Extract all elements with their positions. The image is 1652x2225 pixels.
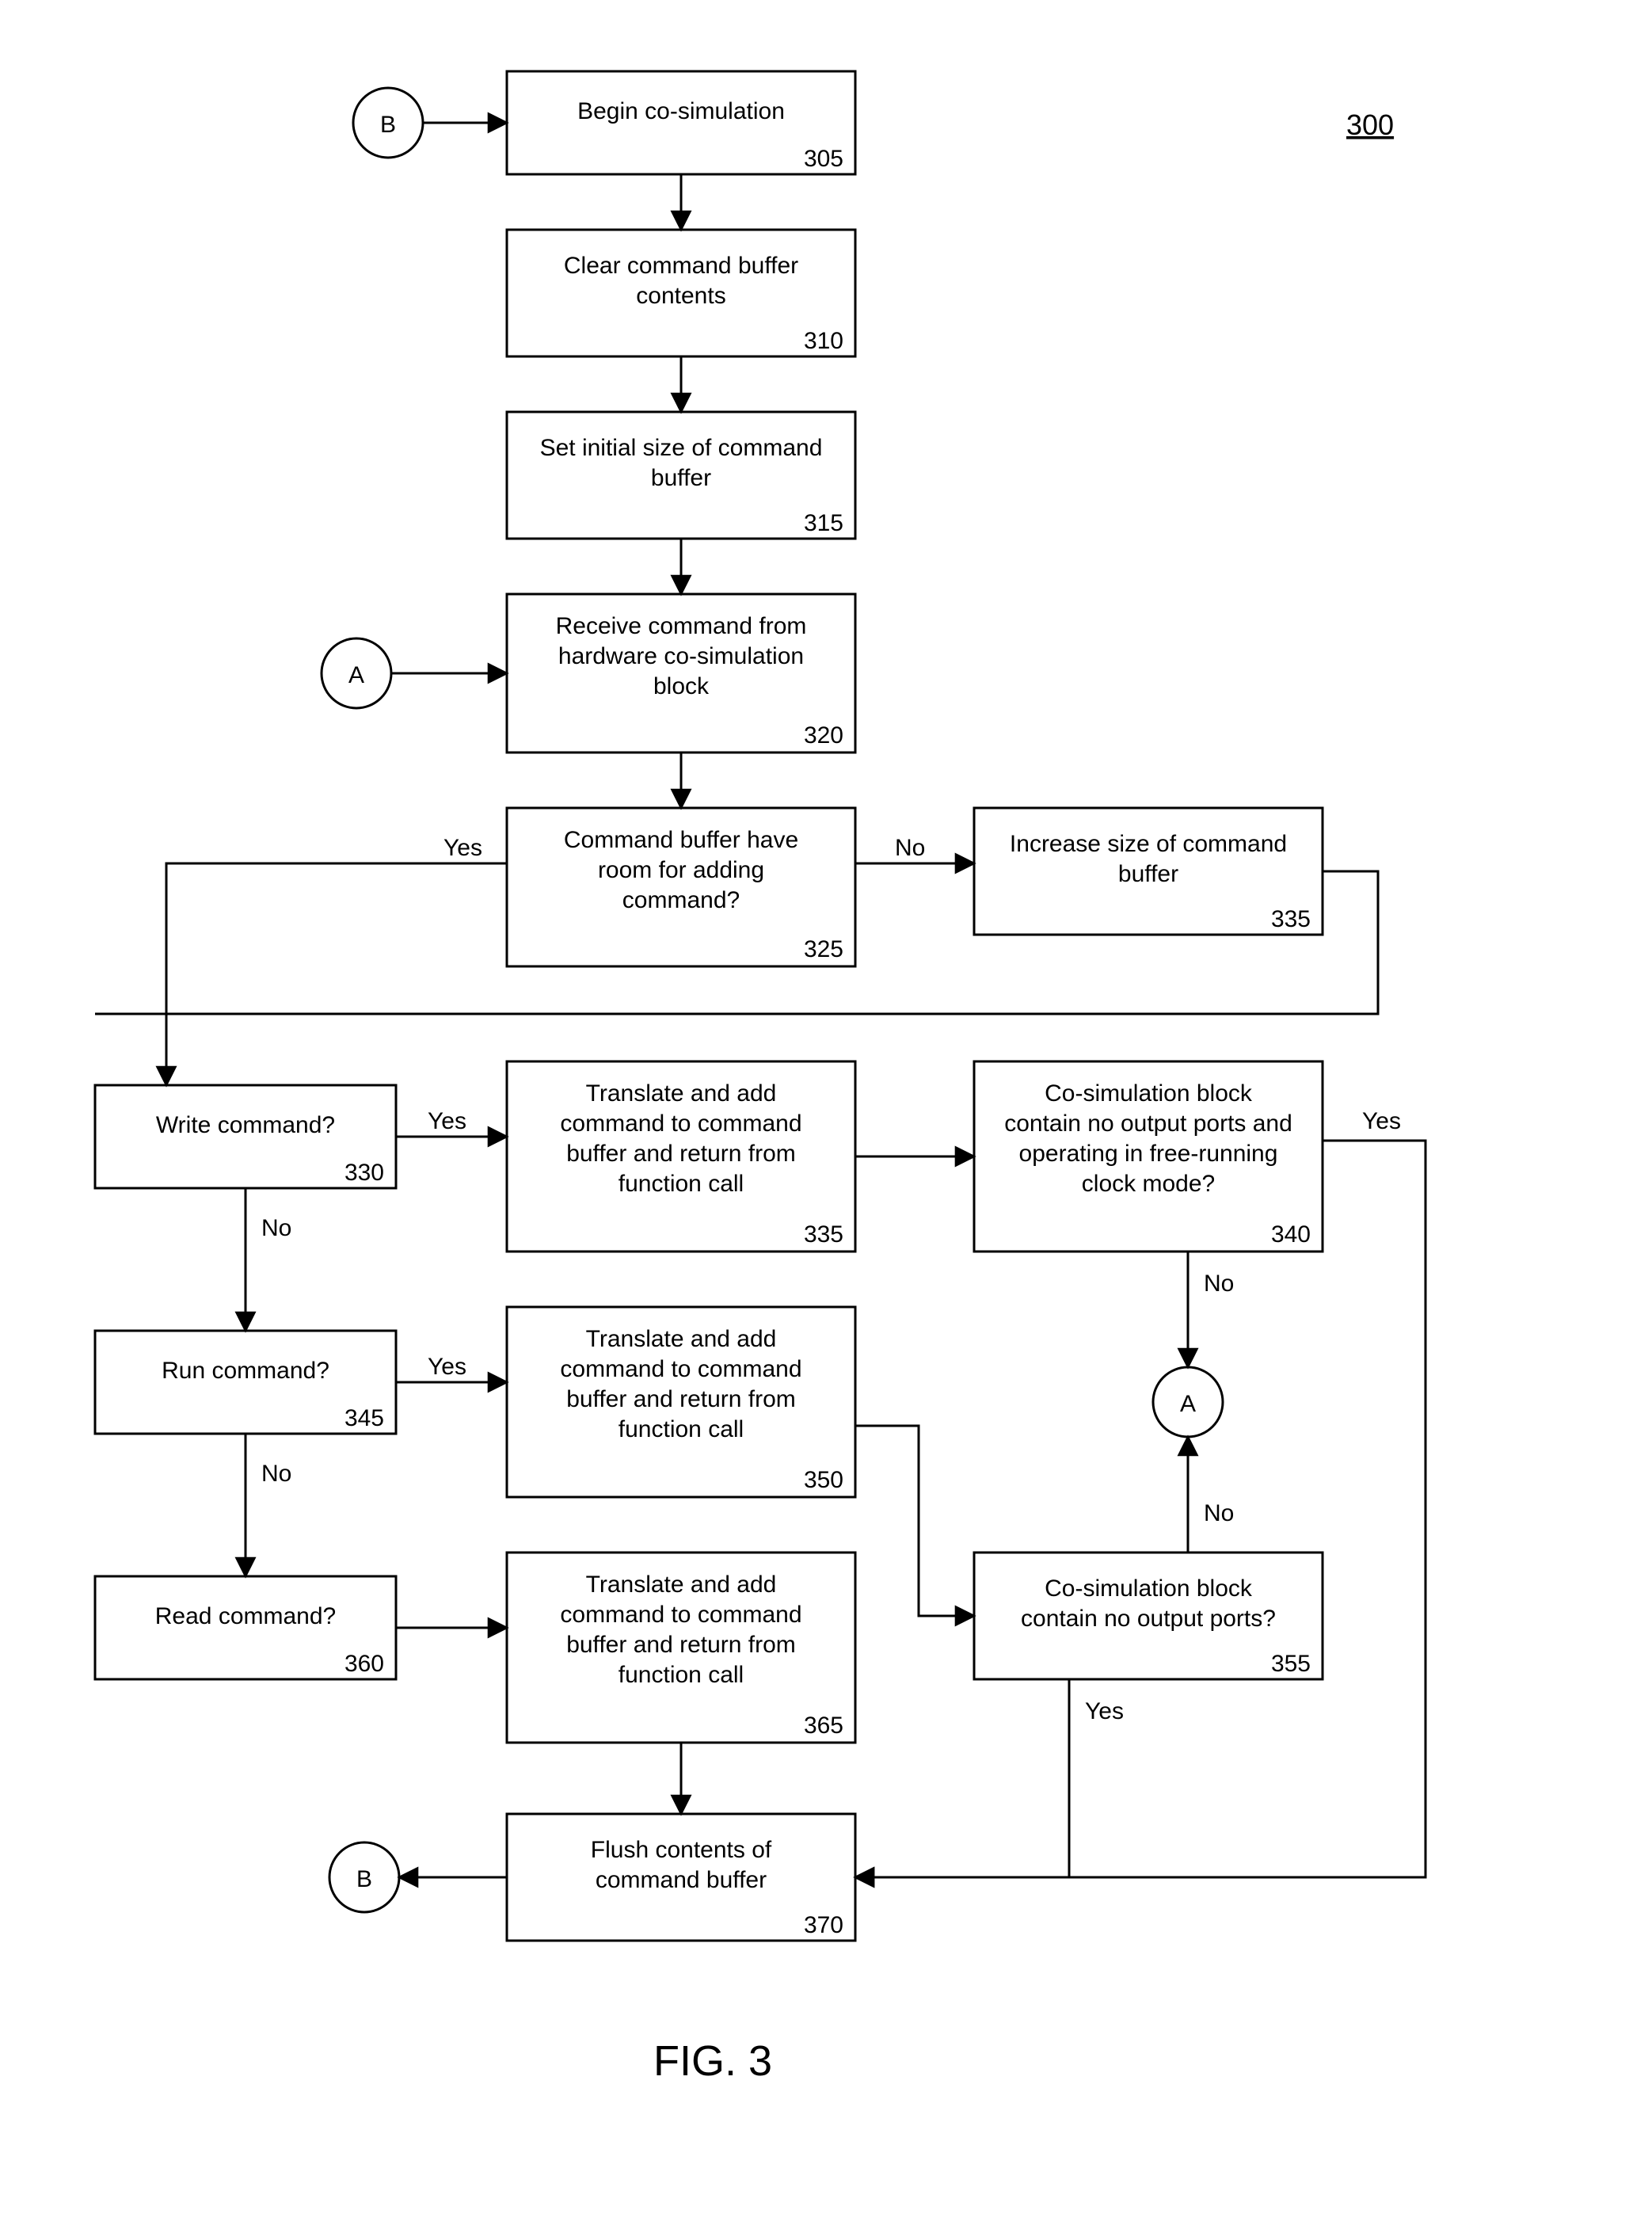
svg-text:315: 315 — [804, 510, 843, 536]
connector-b-bottom: B — [329, 1842, 399, 1912]
svg-text:contain no output ports and: contain no output ports and — [1004, 1111, 1292, 1137]
svg-text:Begin co-simulation: Begin co-simulation — [577, 98, 785, 124]
edge-355-370 — [855, 1679, 1069, 1877]
svg-text:355: 355 — [1271, 1651, 1311, 1677]
svg-text:buffer and return from: buffer and return from — [566, 1141, 796, 1167]
node-305: Begin co-simulation 305 — [507, 71, 855, 174]
svg-text:320: 320 — [804, 722, 843, 749]
svg-text:340: 340 — [1271, 1221, 1311, 1248]
flowchart-fig3: 300 Begin co-simulation 305 Clear comman… — [0, 0, 1652, 2225]
node-365: Translate and add command to command buf… — [507, 1553, 855, 1743]
svg-text:Co-simulation block: Co-simulation block — [1045, 1080, 1253, 1107]
node-340: Co-simulation block contain no output po… — [974, 1061, 1323, 1252]
svg-text:buffer and return from: buffer and return from — [566, 1632, 796, 1658]
svg-text:330: 330 — [344, 1160, 384, 1186]
node-345: Run command? 345 — [95, 1331, 396, 1434]
svg-text:block: block — [653, 673, 710, 699]
svg-text:function call: function call — [619, 1416, 744, 1442]
svg-text:clock mode?: clock mode? — [1082, 1171, 1215, 1197]
svg-text:buffer: buffer — [1118, 861, 1178, 887]
svg-text:buffer: buffer — [651, 465, 711, 491]
svg-text:Run command?: Run command? — [162, 1358, 329, 1384]
label-355-yes: Yes — [1085, 1698, 1124, 1724]
node-335-increase: Increase size of command buffer 335 — [974, 808, 1323, 935]
connector-a-right: A — [1153, 1367, 1223, 1437]
svg-text:365: 365 — [804, 1713, 843, 1739]
svg-text:Translate and add: Translate and add — [586, 1572, 777, 1598]
node-310: Clear command buffer contents 310 — [507, 230, 855, 356]
edge-350-355 — [855, 1426, 974, 1616]
svg-text:command?: command? — [622, 887, 740, 913]
node-325: Command buffer have room for adding comm… — [507, 808, 855, 966]
svg-text:350: 350 — [804, 1467, 843, 1493]
svg-text:A: A — [348, 662, 364, 688]
label-340-yes: Yes — [1362, 1108, 1401, 1134]
svg-text:Command buffer have: Command buffer have — [564, 827, 798, 853]
label-345-yes: Yes — [428, 1354, 466, 1380]
svg-text:operating in free-running: operating in free-running — [1019, 1141, 1278, 1167]
node-315: Set initial size of command buffer 315 — [507, 412, 855, 539]
label-340-no: No — [1204, 1271, 1234, 1297]
svg-text:310: 310 — [804, 328, 843, 354]
figure-caption: FIG. 3 — [653, 2037, 772, 2085]
label-355-no: No — [1204, 1500, 1234, 1526]
label-330-yes: Yes — [428, 1108, 466, 1134]
edge-325-yes — [166, 863, 507, 1014]
svg-text:360: 360 — [344, 1651, 384, 1677]
svg-text:buffer and return from: buffer and return from — [566, 1386, 796, 1412]
svg-text:Co-simulation block: Co-simulation block — [1045, 1575, 1253, 1602]
label-325-no: No — [895, 835, 925, 861]
svg-text:A: A — [1180, 1391, 1196, 1417]
node-370: Flush contents of command buffer 370 — [507, 1814, 855, 1941]
svg-text:Clear command buffer: Clear command buffer — [564, 253, 798, 279]
svg-text:contents: contents — [636, 283, 725, 309]
svg-text:Increase size of command: Increase size of command — [1010, 831, 1287, 857]
svg-text:command to command: command to command — [560, 1602, 801, 1628]
node-355: Co-simulation block contain no output po… — [974, 1553, 1323, 1679]
svg-text:function call: function call — [619, 1662, 744, 1688]
svg-text:room for adding: room for adding — [598, 857, 764, 883]
svg-text:325: 325 — [804, 936, 843, 962]
node-330: Write command? 330 — [95, 1085, 396, 1188]
svg-text:hardware co-simulation: hardware co-simulation — [558, 643, 804, 669]
svg-text:contain no output ports?: contain no output ports? — [1021, 1606, 1276, 1632]
connector-a-left: A — [322, 638, 391, 708]
svg-text:Translate and add: Translate and add — [586, 1080, 777, 1107]
svg-text:Write command?: Write command? — [156, 1112, 335, 1138]
svg-text:B: B — [380, 112, 396, 138]
svg-text:Translate and add: Translate and add — [586, 1326, 777, 1352]
label-325-yes: Yes — [443, 835, 482, 861]
label-345-no: No — [261, 1461, 291, 1487]
node-335-translate: Translate and add command to command buf… — [507, 1061, 855, 1252]
svg-text:Read command?: Read command? — [155, 1603, 336, 1629]
label-330-no: No — [261, 1215, 291, 1241]
svg-text:command to command: command to command — [560, 1111, 801, 1137]
svg-text:command buffer: command buffer — [596, 1867, 767, 1893]
svg-text:345: 345 — [344, 1405, 384, 1431]
svg-text:370: 370 — [804, 1912, 843, 1938]
node-350: Translate and add command to command buf… — [507, 1307, 855, 1497]
svg-text:305: 305 — [804, 146, 843, 172]
svg-text:Flush contents of: Flush contents of — [591, 1837, 772, 1863]
svg-text:335: 335 — [1271, 906, 1311, 932]
svg-text:335: 335 — [804, 1221, 843, 1248]
svg-text:B: B — [356, 1866, 372, 1892]
node-320: Receive command from hardware co-simulat… — [507, 594, 855, 752]
svg-text:function call: function call — [619, 1171, 744, 1197]
svg-text:Receive command from: Receive command from — [556, 613, 807, 639]
svg-text:Set initial size of command: Set initial size of command — [540, 435, 823, 461]
node-360: Read command? 360 — [95, 1576, 396, 1679]
svg-text:command to command: command to command — [560, 1356, 801, 1382]
connector-b-top: B — [353, 88, 423, 158]
figure-number: 300 — [1346, 109, 1394, 141]
